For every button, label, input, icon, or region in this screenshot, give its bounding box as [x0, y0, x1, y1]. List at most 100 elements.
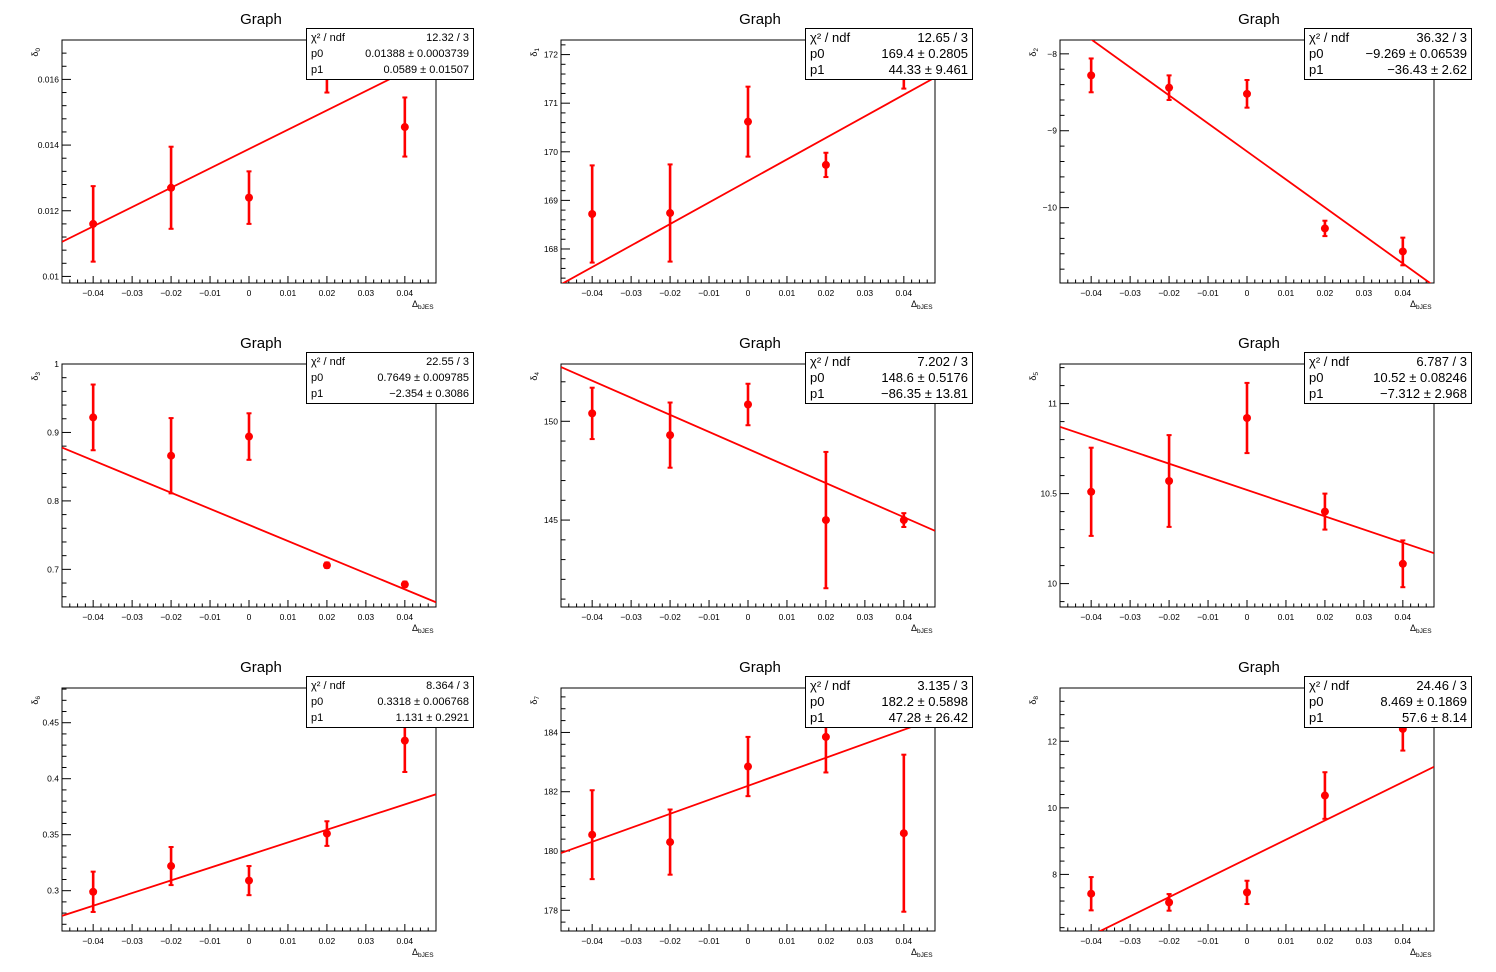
stats-key: χ² / ndf: [810, 678, 851, 693]
y-axis-label: δ4: [529, 372, 541, 381]
marker: [1165, 898, 1174, 907]
data-point: [666, 808, 675, 876]
stats-key: χ² / ndf: [1309, 354, 1350, 369]
stats-key: p0: [1309, 694, 1324, 709]
stats-value: 182.2 ± 0.5898: [881, 694, 968, 709]
marker: [245, 432, 253, 441]
stats-key: χ² / ndf: [311, 356, 345, 368]
chart-title: Graph: [1238, 335, 1280, 352]
fit-stats-box: χ² / ndf 12.32 / 3 p0 0.01388 ± 0.0003739 p1…: [306, 28, 474, 80]
data-point: [588, 164, 597, 264]
y-axis-label: δ5: [1028, 372, 1040, 381]
x-tick-label: 0.04: [397, 612, 414, 622]
x-tick-label: 0.02: [319, 612, 336, 622]
marker: [89, 219, 98, 228]
fit-stats-box: χ² / ndf 3.135 / 3 p0 182.2 ± 0.5898 p1 47.28…: [805, 676, 973, 728]
stats-value: −2.354 ± 0.3086: [389, 388, 469, 400]
fit-stats-box: χ² / ndf 6.787 / 3 p0 10.52 ± 0.08246 p1 −7.3…: [1304, 352, 1472, 404]
fit-line: [62, 793, 436, 917]
data-point: [89, 185, 98, 263]
y-tick-label: 0.014: [38, 140, 60, 150]
marker: [322, 829, 331, 838]
marker: [588, 209, 597, 218]
marker: [588, 409, 597, 418]
x-tick-label: 0: [1245, 288, 1250, 298]
stats-value: 44.33 ± 9.461: [888, 62, 968, 77]
stats-value: 8.469 ± 0.1869: [1380, 694, 1467, 709]
chart-title: Graph: [1238, 11, 1280, 28]
data-point: [666, 401, 675, 469]
y-tick-label: 178: [544, 905, 558, 915]
y-tick-label: 150: [544, 416, 558, 426]
data-point: [588, 789, 597, 881]
stats-value: 6.787 / 3: [1416, 354, 1467, 369]
x-tick-label: −0.01: [1197, 936, 1219, 946]
y-tick-label: 11: [1048, 399, 1057, 409]
marker: [400, 736, 409, 745]
stats-key: p0: [1309, 370, 1324, 385]
x-tick-label: −0.03: [620, 936, 642, 946]
data-point: [322, 820, 331, 847]
stats-key: p1: [311, 388, 324, 400]
x-tick-label: −0.04: [581, 612, 603, 622]
stats-value: 0.0589 ± 0.01507: [383, 64, 469, 76]
x-tick-label: −0.03: [1119, 288, 1141, 298]
stats-value: 47.28 ± 26.42: [888, 710, 968, 725]
chart-panel: Graph −0.04 −0.03 −0.02 −0.01 0 0.01 0.02 0.03 0.…: [529, 335, 936, 635]
stats-row: p1 47.28 ± 26.42: [810, 710, 968, 726]
stats-key: p1: [1309, 62, 1324, 77]
x-tick-label: 0.04: [896, 612, 913, 622]
fit-line: [561, 76, 935, 283]
data-point: [899, 753, 908, 913]
stats-row: p0 169.4 ± 0.2805: [810, 46, 968, 62]
stats-key: p1: [1309, 386, 1324, 401]
fit-line: [62, 55, 436, 243]
x-tick-label: 0.01: [1278, 936, 1295, 946]
marker: [322, 561, 331, 570]
stats-row: p0 148.6 ± 0.5176: [810, 370, 968, 386]
y-tick-label: 172: [544, 50, 558, 60]
marker: [1320, 224, 1329, 233]
fit-line: [1060, 425, 1434, 555]
marker: [1243, 888, 1251, 897]
stats-value: 12.32 / 3: [426, 32, 469, 44]
stats-key: p1: [810, 62, 825, 77]
data-point: [322, 561, 331, 570]
x-tick-label: 0.03: [1356, 936, 1373, 946]
y-tick-label: 0.35: [42, 830, 59, 840]
y-axis-label: δ3: [30, 372, 42, 381]
x-tick-label: −0.03: [620, 288, 642, 298]
x-tick-label: 0.02: [1317, 612, 1334, 622]
x-tick-label: 0.02: [1317, 288, 1334, 298]
data-point: [1165, 74, 1174, 101]
data-point: [1320, 219, 1329, 238]
stats-value: 12.65 / 3: [917, 30, 968, 45]
y-tick-label: 0.01: [42, 271, 59, 281]
x-tick-label: 0.02: [818, 936, 835, 946]
x-tick-label: −0.02: [160, 612, 182, 622]
x-tick-label: 0.01: [280, 936, 297, 946]
fit-line: [1090, 40, 1432, 283]
stats-value: 36.32 / 3: [1416, 30, 1467, 45]
x-tick-label: 0.03: [857, 936, 874, 946]
data-point: [1243, 381, 1251, 455]
x-tick-label: −0.03: [121, 288, 143, 298]
stats-row: p1 −86.35 ± 13.81: [810, 386, 968, 402]
x-tick-label: −0.02: [160, 936, 182, 946]
data-point: [1087, 876, 1096, 912]
stats-key: χ² / ndf: [810, 354, 851, 369]
x-tick-label: −0.04: [1080, 936, 1102, 946]
x-tick-label: 0.01: [1278, 612, 1295, 622]
marker: [1087, 487, 1096, 496]
stats-row: p0 0.7649 ± 0.009785: [311, 370, 469, 386]
y-axis-label: δ7: [529, 696, 541, 705]
chart-title: Graph: [240, 335, 282, 352]
data-point: [666, 163, 675, 263]
stats-key: p1: [311, 712, 324, 724]
stats-key: p1: [810, 386, 825, 401]
x-tick-label: 0.03: [1356, 288, 1373, 298]
x-tick-label: −0.02: [659, 936, 681, 946]
stats-value: 24.46 / 3: [1416, 678, 1467, 693]
data-point: [167, 846, 176, 887]
